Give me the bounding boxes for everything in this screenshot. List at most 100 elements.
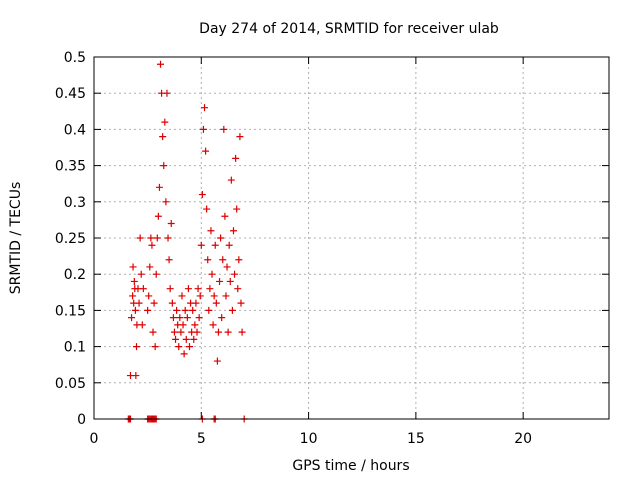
data-point bbox=[205, 306, 213, 314]
data-point bbox=[183, 314, 191, 322]
data-point bbox=[162, 198, 170, 206]
data-point bbox=[179, 321, 187, 329]
data-point bbox=[130, 277, 138, 285]
data-point bbox=[150, 299, 158, 307]
data-point bbox=[163, 89, 171, 97]
data-point bbox=[234, 285, 242, 293]
data-point bbox=[232, 154, 240, 162]
data-point bbox=[189, 306, 197, 314]
x-axis-label: GPS time / hours bbox=[292, 458, 409, 474]
y-tick-label: 0.25 bbox=[55, 231, 86, 247]
data-point bbox=[196, 292, 204, 300]
data-point bbox=[145, 292, 153, 300]
data-point bbox=[178, 292, 186, 300]
data-point bbox=[151, 343, 159, 351]
data-point bbox=[166, 285, 174, 293]
data-point bbox=[129, 263, 137, 271]
data-point bbox=[139, 285, 147, 293]
data-point bbox=[206, 285, 214, 293]
data-point bbox=[227, 176, 235, 184]
data-point bbox=[236, 133, 244, 141]
data-point bbox=[144, 306, 152, 314]
data-point bbox=[129, 292, 137, 300]
data-point bbox=[238, 328, 246, 336]
data-point bbox=[197, 241, 205, 249]
y-tick-label: 0 bbox=[77, 412, 86, 428]
data-point bbox=[168, 299, 176, 307]
data-point bbox=[149, 328, 157, 336]
y-tick-label: 0.4 bbox=[64, 122, 86, 138]
data-point bbox=[218, 314, 226, 322]
data-point bbox=[176, 314, 184, 322]
data-point bbox=[135, 299, 143, 307]
data-point bbox=[235, 256, 243, 264]
data-point bbox=[190, 335, 198, 343]
data-point bbox=[195, 314, 203, 322]
y-tick-label: 0.3 bbox=[64, 195, 86, 211]
data-point bbox=[221, 212, 229, 220]
data-point bbox=[177, 328, 185, 336]
chart-title: Day 274 of 2014, SRMTID for receiver ula… bbox=[199, 21, 499, 37]
y-tick-label: 0.2 bbox=[64, 267, 86, 283]
data-point bbox=[226, 277, 234, 285]
data-point bbox=[192, 299, 200, 307]
data-point bbox=[148, 241, 156, 249]
data-point bbox=[208, 270, 216, 278]
data-point bbox=[152, 270, 160, 278]
data-point bbox=[147, 234, 155, 242]
data-point bbox=[172, 335, 180, 343]
x-tick-label: 20 bbox=[514, 431, 532, 447]
data-point bbox=[164, 234, 172, 242]
data-point bbox=[198, 191, 206, 199]
data-point bbox=[128, 314, 136, 322]
data-point bbox=[229, 227, 237, 235]
data-point bbox=[194, 285, 202, 293]
data-point bbox=[222, 292, 230, 300]
data-point bbox=[231, 270, 239, 278]
data-point bbox=[160, 162, 168, 170]
data-point bbox=[165, 256, 173, 264]
x-tick-label: 10 bbox=[300, 431, 318, 447]
data-point bbox=[167, 220, 175, 228]
data-point bbox=[233, 205, 241, 213]
data-point bbox=[220, 125, 228, 133]
data-point bbox=[161, 118, 169, 126]
data-point bbox=[237, 299, 245, 307]
data-point bbox=[211, 241, 219, 249]
data-point bbox=[170, 328, 178, 336]
data-point bbox=[182, 335, 190, 343]
x-tick-label: 5 bbox=[197, 431, 206, 447]
data-point bbox=[224, 328, 232, 336]
data-point bbox=[212, 299, 220, 307]
y-tick-label: 0.1 bbox=[64, 340, 86, 356]
data-point bbox=[132, 343, 140, 351]
axis-ticks: 0 0.05 0.1 0.15 0.2 0.25 0.3 0.35 0.4 0.45 0.5 0 5 10… bbox=[55, 50, 609, 447]
data-point bbox=[204, 256, 212, 264]
data-point bbox=[173, 306, 181, 314]
x-tick-label: 0 bbox=[90, 431, 99, 447]
data-point bbox=[213, 357, 221, 365]
data-point bbox=[146, 263, 154, 271]
data-point bbox=[210, 292, 218, 300]
y-tick-label: 0.45 bbox=[55, 86, 86, 102]
y-tick-label: 0.5 bbox=[64, 50, 86, 66]
data-point bbox=[137, 270, 145, 278]
data-point bbox=[136, 234, 144, 242]
x-tick-label: 15 bbox=[407, 431, 425, 447]
data-point bbox=[184, 285, 192, 293]
data-point bbox=[217, 234, 225, 242]
data-point bbox=[193, 328, 201, 336]
data-point bbox=[185, 343, 193, 351]
data-point bbox=[228, 306, 236, 314]
data-point bbox=[153, 234, 161, 242]
data-point bbox=[216, 277, 224, 285]
data-point bbox=[169, 314, 177, 322]
data-point bbox=[225, 241, 233, 249]
data-point bbox=[202, 147, 210, 155]
y-tick-label: 0.15 bbox=[55, 303, 86, 319]
data-point bbox=[203, 205, 211, 213]
y-axis-label: SRMTID / TECUs bbox=[8, 182, 24, 295]
data-point bbox=[207, 227, 215, 235]
data-point bbox=[155, 183, 163, 191]
